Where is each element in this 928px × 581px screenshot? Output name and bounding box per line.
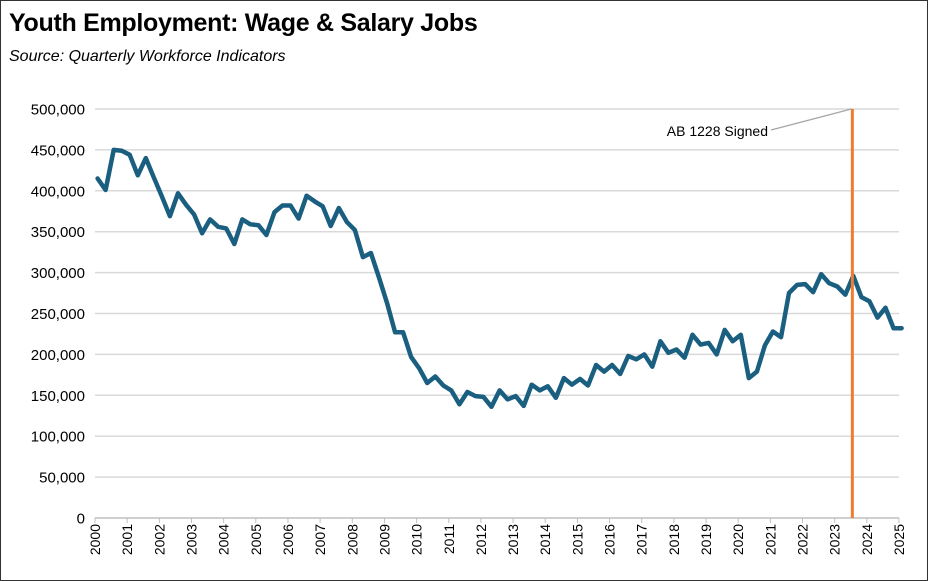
x-tick-label: 2015 bbox=[569, 524, 585, 555]
y-tick-label: 400,000 bbox=[31, 183, 85, 200]
x-tick-label: 2020 bbox=[730, 524, 746, 555]
x-tick-label: 2012 bbox=[473, 524, 489, 555]
x-tick-label: 2008 bbox=[344, 524, 360, 555]
y-tick-label: 100,000 bbox=[31, 429, 85, 446]
x-tick-label: 2001 bbox=[119, 524, 135, 555]
x-tick-label: 2022 bbox=[795, 524, 811, 555]
x-tick-label: 2005 bbox=[248, 524, 264, 555]
y-tick-label: 450,000 bbox=[31, 142, 85, 159]
series-line bbox=[95, 147, 904, 410]
y-tick-label: 500,000 bbox=[31, 102, 85, 119]
x-tick-label: 2009 bbox=[376, 524, 392, 555]
x-tick-label: 2003 bbox=[183, 524, 199, 555]
x-tick-label: 2004 bbox=[216, 524, 232, 555]
x-tick-label: 2006 bbox=[280, 524, 296, 555]
chart-title: Youth Employment: Wage & Salary Jobs bbox=[9, 9, 478, 37]
x-tick-label: 2023 bbox=[827, 524, 843, 555]
x-tick-label: 2011 bbox=[441, 524, 457, 554]
y-tick-label: 0 bbox=[77, 511, 85, 528]
chart-subtitle: Source: Quarterly Workforce Indicators bbox=[9, 48, 286, 65]
x-tick-label: 2021 bbox=[762, 524, 778, 555]
y-tick-label: 300,000 bbox=[31, 265, 85, 282]
y-tick-label: 250,000 bbox=[31, 306, 85, 323]
x-tick-label: 2018 bbox=[666, 524, 682, 555]
x-tick-label: 2010 bbox=[409, 524, 425, 555]
x-tick-label: 2014 bbox=[537, 524, 553, 555]
y-tick-label: 50,000 bbox=[39, 470, 85, 487]
x-tick-label: 2019 bbox=[698, 524, 714, 555]
x-tick-label: 2024 bbox=[859, 524, 875, 555]
annotation-leader-line bbox=[770, 108, 852, 131]
x-tick-label: 2007 bbox=[312, 524, 328, 555]
x-tick-label: 2002 bbox=[151, 524, 167, 555]
x-tick-label: 2016 bbox=[602, 524, 618, 555]
y-tick-label: 200,000 bbox=[31, 347, 85, 364]
x-tick-label: 2025 bbox=[891, 524, 907, 555]
y-tick-label: 350,000 bbox=[31, 224, 85, 241]
x-tick-label: 2013 bbox=[505, 524, 521, 555]
x-tick-label: 2017 bbox=[634, 524, 650, 555]
annotation-label: AB 1228 Signed bbox=[667, 123, 768, 139]
x-tick-label: 2000 bbox=[87, 524, 103, 555]
y-tick-label: 150,000 bbox=[31, 388, 85, 405]
